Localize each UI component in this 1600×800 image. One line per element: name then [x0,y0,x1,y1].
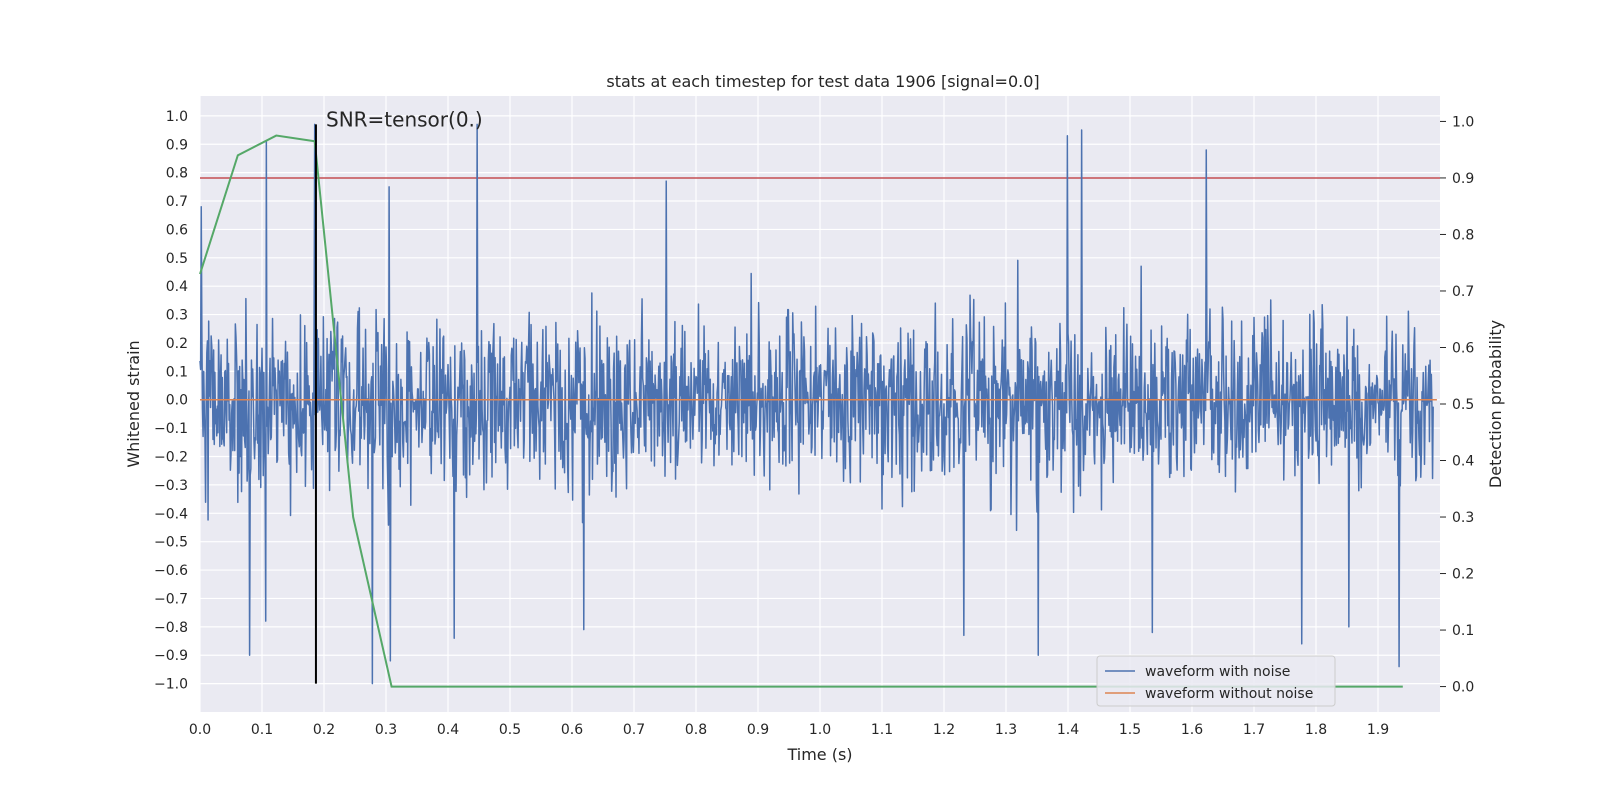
x-tick-label: 1.6 [1181,722,1203,738]
y-tick-label: 0.6 [166,222,188,238]
x-tick-label: 1.2 [933,722,955,738]
legend-label: waveform without noise [1145,686,1313,702]
y-tick-label: 0.4 [166,279,188,295]
y2-tick-label: 0.0 [1452,680,1474,696]
y-tick-label: 1.0 [166,109,188,125]
x-tick-label: 0.2 [313,722,335,738]
y-tick-label: 0.8 [166,166,188,182]
x-tick-label: 0.1 [251,722,273,738]
y2-tick-label: 0.4 [1452,454,1474,470]
x-tick-label: 1.3 [995,722,1017,738]
y-tick-label: −0.4 [154,506,188,522]
legend-label: waveform with noise [1145,664,1290,680]
y-tick-label: 0.9 [166,137,188,153]
y-tick-label: −0.5 [154,535,188,551]
snr-annotation: SNR=tensor(0.) [326,107,483,131]
y-tick-label: −0.6 [154,563,188,579]
x-tick-label: 0.0 [189,722,211,738]
y-tick-label: −0.8 [154,620,188,636]
y2-tick-label: 0.5 [1452,397,1474,413]
x-tick-label: 0.7 [623,722,645,738]
waveform-with-noise-group [199,123,1434,685]
x-tick-label: 1.8 [1305,722,1327,738]
x-tick-label: 1.5 [1119,722,1141,738]
x-tick-label: 1.1 [871,722,893,738]
x-axis-label: Time (s) [786,745,852,764]
y-tick-label: −0.2 [154,450,188,466]
x-axis-ticks: 0.0 0.1 0.2 0.3 0.4 0.5 0.6 0.7 0.8 0.9 1.0 1.1 1.2 1… [189,722,1389,738]
y-tick-label: 0.7 [166,194,188,210]
x-tick-label: 0.6 [561,722,583,738]
legend: waveform with noise waveform without nois… [1096,655,1336,707]
y2-tick-label: 0.3 [1452,510,1474,526]
x-tick-label: 1.0 [809,722,831,738]
y-tick-label: −0.3 [154,478,188,494]
y-tick-label: −0.7 [154,591,188,607]
y2-tick-label: 0.1 [1452,623,1474,639]
y-tick-label: 0.3 [166,308,188,324]
detection-probability-group [199,134,1403,688]
y2-tick-label: 0.7 [1452,284,1474,300]
y-tick-label: −1.0 [154,677,188,693]
x-tick-label: 1.9 [1367,722,1389,738]
legend-box [1096,655,1336,707]
y-tick-label: −0.1 [154,421,188,437]
x-tick-label: 0.5 [499,722,521,738]
y2-tick-label: 1.0 [1452,114,1474,130]
y-tick-label: 0.2 [166,336,188,352]
y2-tick-label: 0.8 [1452,227,1474,243]
y2-axis-ticks: 1.0 0.9 0.8 0.7 0.6 0.5 0.4 0.3 0.2 0.1 0.0 [1440,114,1474,696]
y-axis-label: Whitened strain [124,340,143,467]
x-tick-label: 0.4 [437,722,459,738]
y-tick-label: 0.5 [166,251,188,267]
series-line-waveform-with-noise [199,123,1434,685]
x-tick-label: 0.3 [375,722,397,738]
chart-title: stats at each timestep for test data 190… [606,72,1039,91]
y-tick-label: −0.9 [154,648,188,664]
x-tick-label: 0.9 [747,722,769,738]
x-tick-label: 1.7 [1243,722,1265,738]
y-tick-label: 0.1 [166,364,188,380]
y-tick-label: 0.0 [166,393,188,409]
y2-axis-label: Detection probability [1486,320,1505,488]
y-axis-ticks: 1.0 0.9 0.8 0.7 0.6 0.5 0.4 0.3 0.2 0.1 0.0 −0.1 −0.… [154,109,188,693]
series-line-detection-probability [199,134,1403,688]
y2-tick-label: 0.2 [1452,567,1474,583]
x-tick-label: 1.4 [1057,722,1079,738]
y2-tick-label: 0.9 [1452,171,1474,187]
y2-tick-label: 0.6 [1452,340,1474,356]
x-tick-label: 0.8 [685,722,707,738]
